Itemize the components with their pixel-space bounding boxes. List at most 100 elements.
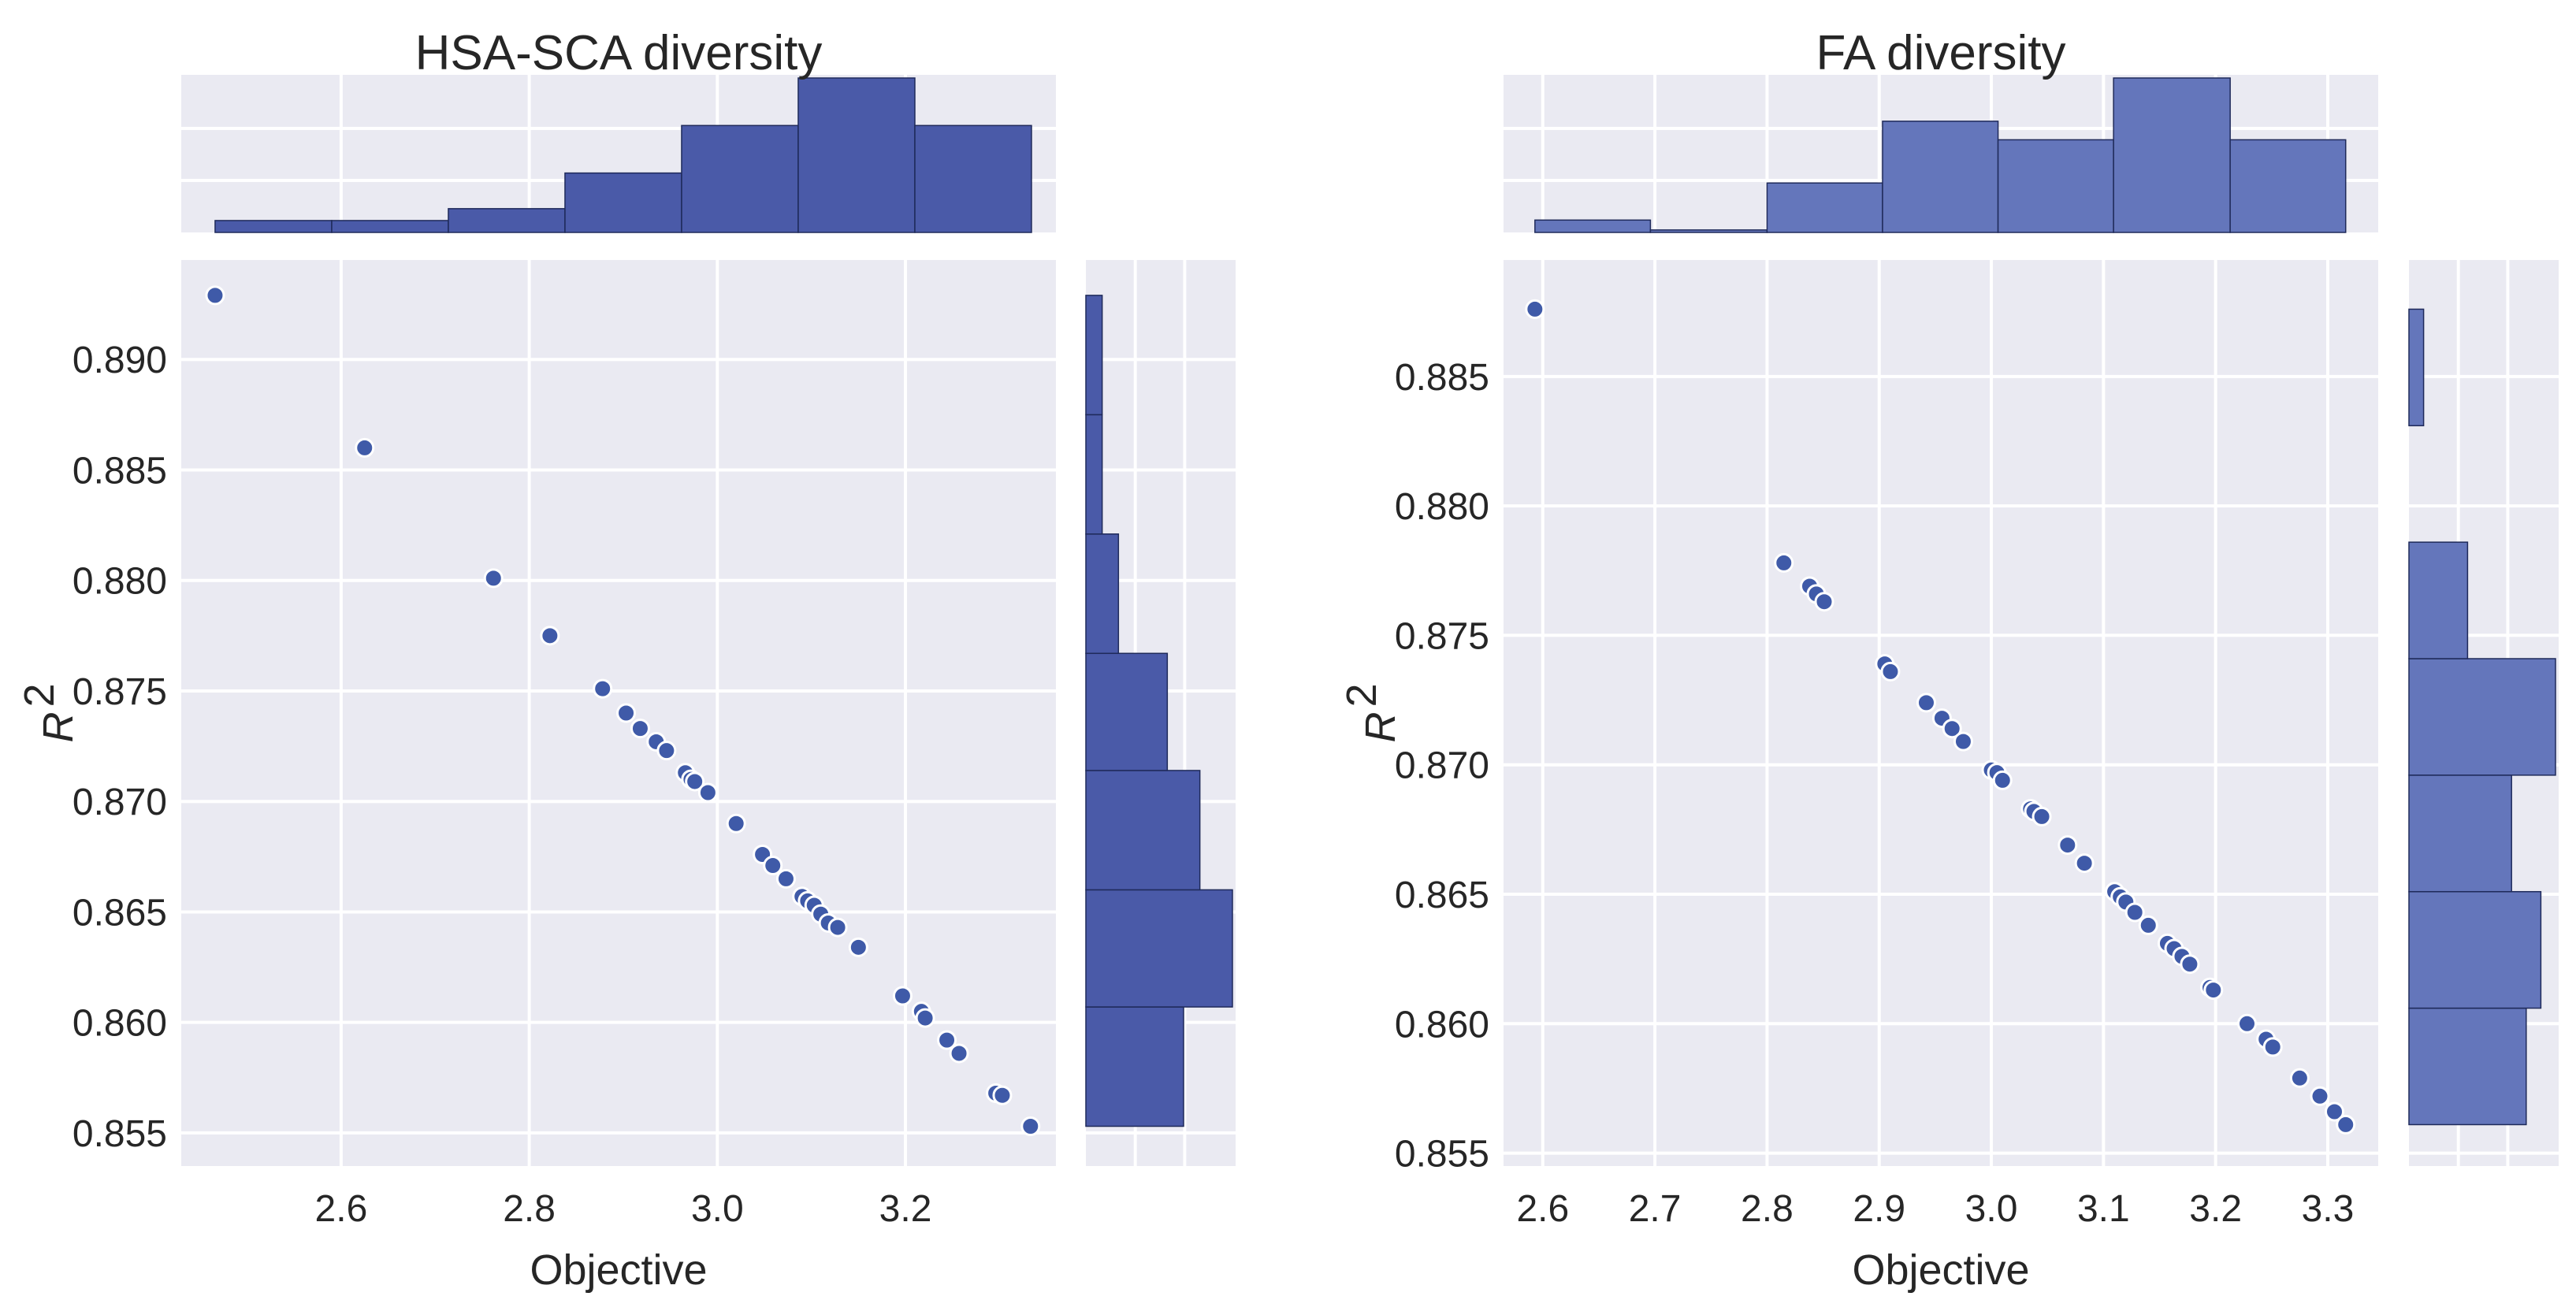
scatter-point — [915, 1008, 935, 1028]
y-tick-label: 0.855 — [1395, 1134, 1489, 1176]
right-histogram-bar — [2408, 890, 2542, 1009]
top-histogram-bar — [448, 208, 566, 233]
scatter-point — [483, 568, 504, 589]
right-histogram-bar — [2408, 308, 2425, 427]
scatter-point — [697, 782, 718, 803]
scatter-point — [2074, 853, 2095, 874]
scatter-point — [892, 986, 913, 1006]
top-histogram-bar — [1766, 182, 1883, 233]
y-axis-label-base: R — [1357, 712, 1404, 743]
scatter-point — [205, 285, 225, 306]
scatter-point — [1942, 719, 1962, 739]
right-histogram-bar — [1085, 533, 1120, 655]
chart-panel-2: 2.6 2.7 2.8 2.9 3.0 3.1 3.2 3.3 0.855 0.860 0.865 0… — [1338, 26, 2559, 1294]
top-histogram-bar — [214, 220, 333, 233]
right-histogram-bar — [1085, 1006, 1184, 1127]
scatter-point — [2310, 1086, 2330, 1106]
top-histogram-bar — [564, 172, 682, 233]
scatter-point — [2237, 1013, 2257, 1034]
scatter-point — [1880, 661, 1901, 682]
scatter-point — [2031, 806, 2052, 826]
x-tick-label: 3.0 — [691, 1188, 744, 1230]
top-histogram-bar — [1649, 229, 1768, 233]
scatter-point — [992, 1085, 1013, 1105]
y-axis-label: R2 — [16, 683, 82, 742]
top-histogram-bar — [331, 220, 449, 233]
y-axis-label: R2 — [1338, 683, 1404, 742]
scatter-point — [656, 741, 677, 761]
y-tick-label: 0.880 — [1395, 486, 1489, 528]
scatter-point — [1020, 1116, 1041, 1137]
y-tick-label: 0.865 — [1395, 875, 1489, 916]
scatter-point — [763, 856, 783, 876]
scatter-point — [2057, 835, 2078, 856]
right-histogram-bar — [1085, 889, 1233, 1008]
scatter-point — [949, 1043, 969, 1064]
y-axis-label-exponent: 2 — [16, 683, 63, 707]
scatter-point — [2262, 1037, 2283, 1057]
right-histogram-bar — [2408, 1007, 2527, 1126]
y-tick-label: 0.860 — [72, 1003, 167, 1045]
top-histogram-bar — [1882, 121, 1999, 233]
scatter-point — [848, 937, 868, 957]
x-tick-label: 2.7 — [1629, 1188, 1682, 1230]
y-tick-label: 0.875 — [72, 671, 167, 713]
y-tick-label: 0.870 — [1395, 745, 1489, 787]
right-histogram-bar — [1085, 295, 1103, 416]
top-histogram-bar — [681, 124, 799, 233]
x-axis-label: Objective — [1852, 1246, 2029, 1294]
right-histogram-bar — [1085, 652, 1169, 771]
y-axis-label-exponent: 2 — [1338, 683, 1385, 707]
scatter-point — [1953, 731, 1973, 752]
scatter-point — [616, 703, 637, 723]
scatter-point — [1774, 552, 1794, 573]
chart-panel-1: 2.6 2.8 3.0 3.2 0.855 0.860 0.865 0.870 0.875 0.8… — [16, 26, 1236, 1294]
x-tick-label: 2.9 — [1853, 1188, 1905, 1230]
y-tick-label: 0.885 — [1395, 357, 1489, 399]
scatter-point — [2325, 1101, 2344, 1122]
top-histogram-bar — [1997, 139, 2114, 233]
right-histogram-bar — [2408, 658, 2556, 776]
scatter-point — [685, 771, 705, 792]
top-histogram-bar — [797, 77, 916, 233]
scatter-point — [2289, 1068, 2310, 1088]
x-tick-label: 3.1 — [2077, 1188, 2130, 1230]
x-tick-label: 2.6 — [315, 1188, 368, 1230]
scatter-point — [630, 719, 650, 739]
scatter-point — [2203, 980, 2224, 1001]
chart-title: FA diversity — [1816, 26, 2066, 80]
scatter-point — [726, 813, 746, 834]
y-tick-label: 0.875 — [1395, 615, 1489, 657]
y-tick-label: 0.890 — [72, 340, 167, 381]
x-axis-label: Objective — [530, 1246, 707, 1294]
x-tick-label: 2.8 — [1741, 1188, 1794, 1230]
y-tick-label: 0.885 — [72, 450, 167, 492]
scatter-point — [1525, 299, 1545, 319]
right-histogram-bar — [2408, 774, 2512, 893]
x-tick-label: 3.0 — [1965, 1188, 2018, 1230]
x-tick-label: 2.8 — [503, 1188, 556, 1230]
scatter-point — [2124, 902, 2145, 923]
scatter-point — [2180, 954, 2200, 975]
top-histogram-bar — [914, 124, 1032, 233]
x-tick-label: 2.6 — [1516, 1188, 1569, 1230]
scatter-point — [937, 1030, 957, 1050]
scatter-point — [540, 626, 560, 646]
x-tick-label: 3.2 — [879, 1188, 932, 1230]
scatter-point — [775, 868, 796, 889]
scatter-point — [1992, 770, 2013, 790]
scatter-point — [2336, 1114, 2356, 1135]
scatter-point — [355, 437, 375, 458]
top-histogram-bar — [2229, 139, 2347, 233]
x-tick-label: 3.2 — [2189, 1188, 2242, 1230]
right-histogram-bar — [1085, 414, 1103, 535]
y-tick-label: 0.865 — [72, 892, 167, 934]
scatter-point — [827, 917, 848, 938]
top-histogram-bar — [2113, 77, 2231, 233]
x-tick-label: 3.3 — [2302, 1188, 2355, 1230]
y-tick-label: 0.880 — [72, 561, 167, 603]
chart-title: HSA-SCA diversity — [415, 26, 823, 80]
y-tick-label: 0.870 — [72, 782, 167, 823]
scatter-point — [2138, 915, 2158, 935]
